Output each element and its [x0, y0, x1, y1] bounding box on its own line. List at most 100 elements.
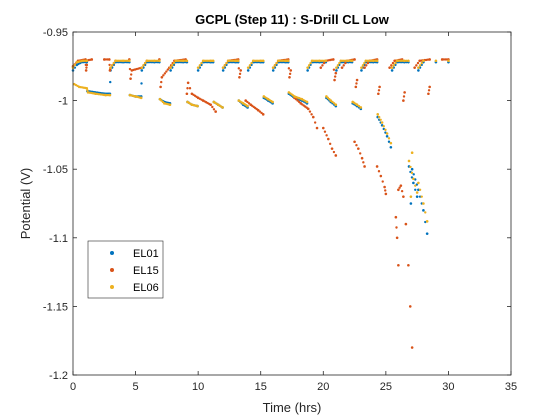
data-point [410, 346, 414, 349]
data-point [287, 67, 291, 70]
data-point [90, 58, 94, 61]
data-point [172, 61, 176, 65]
data-point [422, 202, 425, 205]
data-point [410, 167, 414, 171]
data-point [380, 121, 384, 124]
y-tick-label: -1.1 [49, 233, 68, 245]
data-point [239, 69, 242, 72]
data-point [321, 126, 325, 130]
data-point [169, 69, 172, 72]
series-el15 [71, 58, 450, 349]
data-point [328, 142, 332, 146]
data-point [379, 174, 383, 178]
x-tick-label: 10 [192, 381, 204, 393]
legend-label-el06: EL06 [133, 282, 159, 294]
data-point [288, 72, 292, 76]
legend: EL01 EL15 EL06 [87, 240, 164, 299]
y-ticks: -1.2 -1.15 -1.1 -1.05 -1 -0.95 [43, 27, 511, 382]
data-point [415, 64, 418, 67]
data-point [319, 66, 323, 69]
data-point [335, 66, 338, 69]
data-point [405, 59, 408, 63]
data-point [142, 64, 145, 67]
x-tick-label: 5 [133, 381, 139, 393]
y-tick-label: -1 [58, 96, 68, 108]
data-point [427, 89, 431, 92]
data-point [111, 64, 114, 67]
data-point [238, 72, 242, 76]
data-point [294, 98, 298, 101]
data-point [275, 61, 278, 65]
data-point [390, 64, 393, 67]
data-point [422, 209, 425, 212]
data-point [212, 108, 216, 111]
data-point [414, 184, 417, 187]
data-point [363, 61, 366, 65]
data-point [140, 66, 144, 69]
data-point [324, 59, 328, 63]
data-point [306, 66, 309, 69]
data-point [398, 186, 401, 189]
x-tick-label: 30 [442, 381, 454, 393]
data-point [308, 110, 312, 113]
data-point [390, 66, 394, 69]
data-point [379, 118, 382, 122]
data-point [427, 92, 430, 96]
data-point [385, 132, 389, 135]
data-point [163, 72, 167, 75]
data-point [378, 85, 381, 89]
data-point [412, 181, 415, 185]
data-point [306, 69, 309, 72]
data-point [332, 68, 336, 71]
data-point [246, 104, 249, 108]
data-point [221, 106, 224, 109]
data-point [420, 195, 423, 198]
data-point [296, 99, 299, 102]
data-point [246, 66, 250, 69]
data-point [306, 107, 310, 111]
data-point [338, 61, 341, 65]
data-point [359, 106, 363, 109]
data-point [382, 125, 385, 128]
data-point [321, 64, 324, 67]
data-point [237, 67, 241, 70]
data-point [225, 61, 228, 65]
data-point [236, 59, 240, 63]
data-point [288, 75, 291, 79]
y-tick-label: -1.15 [43, 301, 68, 313]
data-point [271, 69, 275, 72]
data-point [261, 113, 265, 116]
data-point [355, 143, 358, 147]
y-tick-label: -1.2 [49, 370, 68, 382]
data-point [128, 67, 132, 71]
data-point [360, 156, 364, 160]
data-point [348, 59, 352, 63]
chart-title: GCPL (Step 11) : S-Drill CL Low [195, 12, 390, 27]
data-point [244, 99, 247, 102]
data-point [415, 195, 419, 198]
data-point [162, 74, 165, 77]
data-point [102, 58, 106, 61]
data-point [250, 61, 253, 65]
y-axis-label: Potential (V) [18, 168, 33, 240]
data-point [143, 61, 147, 65]
legend-label-el15: EL15 [133, 265, 159, 277]
data-point [395, 236, 399, 240]
data-point [394, 61, 397, 65]
data-point [366, 61, 370, 65]
x-ticks: 0 5 10 15 20 25 30 35 [70, 32, 517, 393]
data-point [425, 232, 429, 235]
data-point [221, 66, 225, 69]
data-point [422, 59, 425, 63]
legend-box [87, 240, 164, 299]
data-point [447, 59, 450, 63]
data-point [289, 69, 293, 72]
data-point [384, 189, 387, 192]
data-point [221, 69, 225, 72]
data-point [330, 147, 334, 150]
data-point [334, 103, 338, 107]
data-point [375, 59, 379, 63]
x-axis-label: Time (hrs) [263, 400, 322, 415]
data-point [434, 59, 438, 63]
